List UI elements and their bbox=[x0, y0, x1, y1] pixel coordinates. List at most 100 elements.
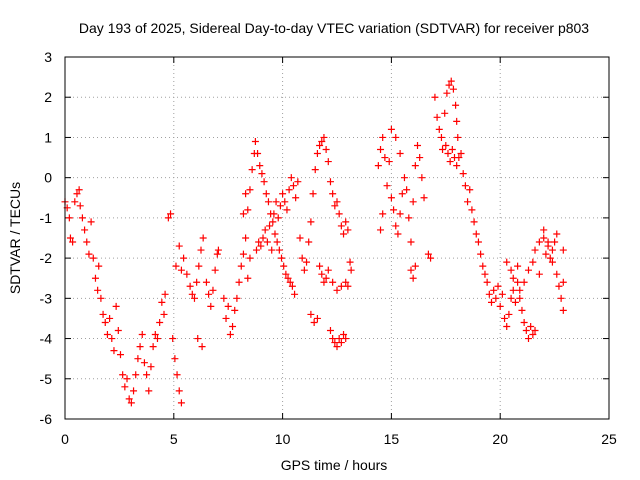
data-point bbox=[91, 274, 99, 282]
data-point bbox=[403, 186, 411, 194]
data-point bbox=[175, 387, 183, 395]
data-point bbox=[226, 331, 234, 339]
data-point bbox=[522, 327, 530, 335]
data-point bbox=[457, 150, 465, 158]
data-point bbox=[490, 286, 498, 294]
data-point bbox=[501, 314, 509, 322]
data-point bbox=[272, 198, 280, 206]
data-point bbox=[347, 266, 355, 274]
data-point bbox=[95, 262, 103, 270]
data-point bbox=[329, 335, 337, 343]
data-point bbox=[220, 294, 228, 302]
data-point bbox=[183, 270, 191, 278]
x-axis-tick-labels: 0 5 10 15 20 25 bbox=[61, 431, 617, 447]
data-point bbox=[296, 234, 304, 242]
data-point bbox=[242, 190, 250, 198]
y-tick-label: 2 bbox=[44, 89, 52, 105]
x-tick-label: 25 bbox=[601, 431, 617, 447]
data-point bbox=[197, 246, 205, 254]
data-point bbox=[180, 254, 188, 262]
data-point bbox=[546, 254, 554, 262]
x-tick-label: 5 bbox=[170, 431, 178, 447]
data-point bbox=[121, 383, 129, 391]
data-point bbox=[394, 230, 402, 238]
data-point bbox=[158, 298, 166, 306]
data-point bbox=[494, 282, 502, 290]
data-point bbox=[509, 286, 517, 294]
data-point bbox=[333, 286, 341, 294]
data-point bbox=[420, 194, 428, 202]
data-point bbox=[279, 190, 287, 198]
data-point bbox=[427, 254, 435, 262]
data-point bbox=[400, 174, 408, 182]
data-point bbox=[381, 154, 389, 162]
data-point bbox=[177, 399, 185, 407]
data-point bbox=[248, 166, 256, 174]
data-point bbox=[207, 302, 215, 310]
data-point bbox=[320, 278, 328, 286]
data-point bbox=[414, 141, 422, 149]
data-point bbox=[164, 214, 172, 222]
data-point bbox=[97, 294, 105, 302]
data-point bbox=[160, 310, 168, 318]
data-point bbox=[239, 250, 247, 258]
data-point bbox=[411, 162, 419, 170]
y-tick-label: 0 bbox=[44, 170, 52, 186]
data-point bbox=[344, 226, 352, 234]
data-point bbox=[409, 198, 417, 206]
data-point bbox=[329, 190, 337, 198]
data-point bbox=[103, 331, 111, 339]
data-point bbox=[418, 174, 426, 182]
data-point bbox=[229, 322, 237, 330]
data-point bbox=[275, 246, 283, 254]
data-point bbox=[540, 234, 548, 242]
x-tick-label: 0 bbox=[61, 431, 69, 447]
data-point bbox=[172, 262, 180, 270]
data-point bbox=[244, 274, 252, 282]
data-point bbox=[252, 246, 260, 254]
data-point bbox=[507, 266, 515, 274]
data-point bbox=[439, 146, 447, 154]
data-point bbox=[337, 282, 345, 290]
data-point bbox=[472, 230, 480, 238]
data-point bbox=[269, 218, 277, 226]
data-point bbox=[435, 125, 443, 133]
data-point bbox=[453, 162, 461, 170]
data-point bbox=[286, 278, 294, 286]
data-point bbox=[173, 371, 181, 379]
data-point bbox=[281, 198, 289, 206]
data-point bbox=[235, 278, 243, 286]
data-point bbox=[320, 133, 328, 141]
data-point bbox=[431, 93, 439, 101]
data-point bbox=[559, 306, 567, 314]
data-point bbox=[446, 158, 454, 166]
data-point bbox=[244, 206, 252, 214]
data-point bbox=[520, 278, 528, 286]
data-point bbox=[123, 375, 131, 383]
data-point bbox=[199, 234, 207, 242]
y-axis-label: SDTVAR / TECUs bbox=[7, 182, 23, 294]
data-point bbox=[377, 146, 385, 154]
data-point bbox=[461, 182, 469, 190]
data-point bbox=[237, 262, 245, 270]
data-point bbox=[540, 226, 548, 234]
data-point bbox=[542, 250, 550, 258]
data-point bbox=[322, 146, 330, 154]
data-point bbox=[516, 286, 524, 294]
data-point bbox=[485, 290, 493, 298]
data-point bbox=[474, 238, 482, 246]
data-point bbox=[453, 117, 461, 125]
data-point bbox=[516, 294, 524, 302]
data-point bbox=[114, 327, 122, 335]
data-point bbox=[65, 214, 73, 222]
data-point bbox=[233, 294, 241, 302]
data-point bbox=[85, 250, 93, 258]
data-point bbox=[101, 318, 109, 326]
data-point bbox=[445, 81, 453, 89]
data-point bbox=[231, 306, 239, 314]
data-point bbox=[106, 314, 114, 322]
data-point bbox=[66, 234, 74, 242]
data-point bbox=[340, 230, 348, 238]
data-point bbox=[313, 314, 321, 322]
